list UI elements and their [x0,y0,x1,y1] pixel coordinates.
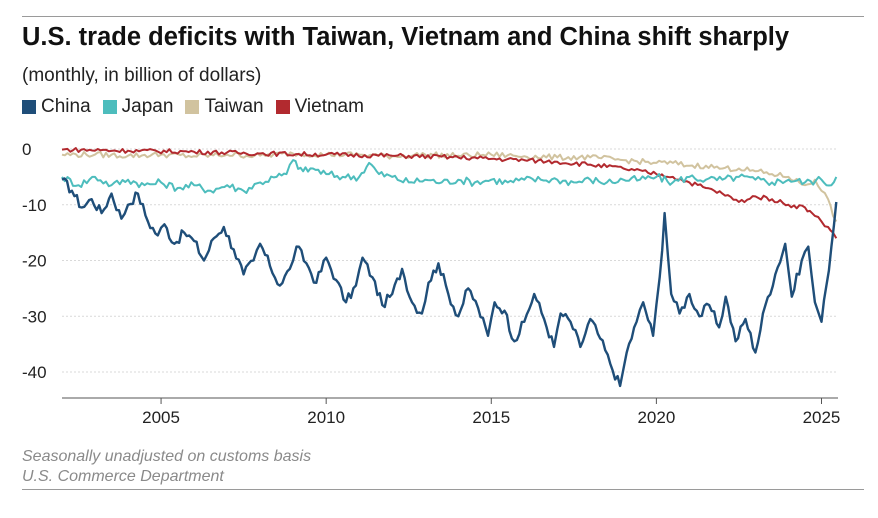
series-line-china [61,177,838,388]
series-line-vietnam [61,147,838,239]
legend: China Japan Taiwan Vietnam [22,96,376,118]
y-tick-label: 0 [22,140,31,159]
series-line-taiwan [61,151,838,223]
legend-label-vietnam: Vietnam [294,96,364,117]
series-lines [61,147,838,388]
y-tick-label: -40 [22,363,47,382]
chart-subtitle: (monthly, in billion of dollars) [22,65,262,86]
x-axis-tick-labels: 2005 2010 2015 2020 2025 [142,408,840,427]
bottom-rule [22,489,864,490]
legend-label-china: China [41,96,91,117]
series-line-japan [61,159,838,194]
x-tick-label: 2005 [142,408,180,427]
y-tick-label: -30 [22,307,47,326]
legend-label-taiwan: Taiwan [204,96,264,117]
legend-item-japan: Japan [102,96,174,118]
y-tick-label: -10 [22,196,47,215]
source-note-basis: Seasonally unadjusted on customs basis [22,448,312,465]
legend-swatch-china [22,100,36,114]
x-tick-label: 2010 [307,408,345,427]
legend-swatch-taiwan [185,100,200,114]
x-tick-label: 2025 [803,408,841,427]
source-note-agency: U.S. Commerce Department [22,468,224,485]
top-rule [22,16,864,17]
legend-swatch-japan [102,100,117,114]
legend-item-vietnam: Vietnam [275,96,364,118]
legend-swatch-vietnam [275,100,290,114]
legend-item-china: China [22,96,91,118]
x-tick-label: 2020 [637,408,675,427]
legend-item-taiwan: Taiwan [185,96,264,118]
chart-title: U.S. trade deficits with Taiwan, Vietnam… [22,23,790,51]
y-axis-tick-labels: 0 -10 -20 -30 -40 [22,140,47,382]
gridlines [62,148,838,404]
line-chart: 0 -10 -20 -30 -40 2005 2010 2015 2020 2025 [22,140,840,427]
y-tick-label: -20 [22,252,47,271]
legend-label-japan: Japan [121,96,174,117]
x-tick-label: 2015 [472,408,510,427]
